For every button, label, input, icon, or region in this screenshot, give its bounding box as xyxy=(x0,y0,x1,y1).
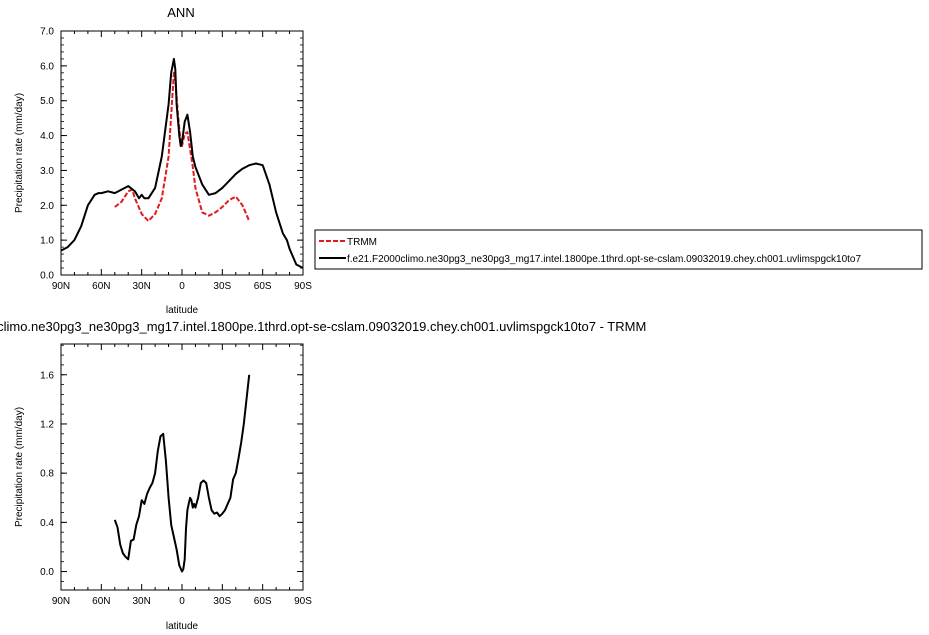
chart1-xtick-label: 90N xyxy=(52,281,70,292)
chart1-xtick-label: 90S xyxy=(294,281,312,292)
chart1-xtick-label: 30S xyxy=(213,281,231,292)
chart-ann: ANN 90N 60N 30N 0 30S 60S 90S 0.0 1.0 2.0 3.0 4.0 5.… xyxy=(14,5,312,316)
chart-difference: f.e21.F2000climo.ne30pg3_ne30pg3_mg17.in… xyxy=(0,319,646,632)
chart2-ytick-label: 1.2 xyxy=(40,419,54,430)
chart1-ytick-label: 7.0 xyxy=(40,27,54,38)
chart1-xtick-label: 0 xyxy=(179,281,185,292)
chart2-title: f.e21.F2000climo.ne30pg3_ne30pg3_mg17.in… xyxy=(0,319,646,334)
chart1-axes: 90N 60N 30N 0 30S 60S 90S 0.0 1.0 2.0 3.0 4.0 5.0 6.0… xyxy=(40,27,312,293)
chart2-xtick-label: 90N xyxy=(52,596,70,607)
chart1-ytick-label: 1.0 xyxy=(40,236,54,247)
legend-box xyxy=(314,229,923,270)
chart2-series-line-1 xyxy=(113,374,251,573)
chart1-ytick-label: 0.0 xyxy=(40,271,54,282)
chart1-ytick-label: 6.0 xyxy=(40,61,54,72)
chart2-xtick-label: 90S xyxy=(294,596,312,607)
chart2-xtick-label: 60N xyxy=(92,596,110,607)
chart1-xtick-label: 60S xyxy=(254,281,272,292)
chart2-ytick-label: 0.4 xyxy=(40,518,54,529)
chart1-frame xyxy=(60,30,304,276)
chart2-xlabel: latitude xyxy=(166,621,199,632)
chart2-ytick-label: 0.8 xyxy=(40,469,54,480)
chart1-ytick-label: 4.0 xyxy=(40,131,54,142)
chart2-ylabel: Precipitation rate (mm/day) xyxy=(14,407,25,527)
chart1-series-line-2 xyxy=(60,57,304,269)
legend-label-trmm: TRMM xyxy=(347,237,377,248)
chart1-legend: TRMM f.e21.F2000climo.ne30pg3_ne30pg3_mg… xyxy=(314,229,923,270)
chart2-xtick-label: 30N xyxy=(132,596,150,607)
chart2-xtick-label: 30S xyxy=(213,596,231,607)
chart1-ylabel: Precipitation rate (mm/day) xyxy=(14,93,25,213)
legend-label-model: f.e21.F2000climo.ne30pg3_ne30pg3_mg17.in… xyxy=(347,254,861,265)
chart1-series-line-1 xyxy=(114,71,251,222)
chart2-series xyxy=(113,374,251,573)
chart1-series xyxy=(60,57,304,269)
chart1-ytick-label: 3.0 xyxy=(40,166,54,177)
chart1-xlabel: latitude xyxy=(166,305,199,316)
chart2-axes: 90N 60N 30N 0 30S 60S 90S 0.0 0.4 0.8 1.2 1.6 xyxy=(40,344,312,607)
chart2-ytick-label: 0.0 xyxy=(40,567,54,578)
chart2-xtick-label: 60S xyxy=(254,596,272,607)
chart1-xtick-label: 60N xyxy=(92,281,110,292)
chart1-xtick-label: 30N xyxy=(132,281,150,292)
chart1-title: ANN xyxy=(167,5,194,20)
chart1-ytick-label: 5.0 xyxy=(40,96,54,107)
chart1-ytick-label: 2.0 xyxy=(40,201,54,212)
chart2-frame xyxy=(60,343,304,591)
chart2-ytick-label: 1.6 xyxy=(40,370,54,381)
chart2-xtick-label: 0 xyxy=(179,596,185,607)
